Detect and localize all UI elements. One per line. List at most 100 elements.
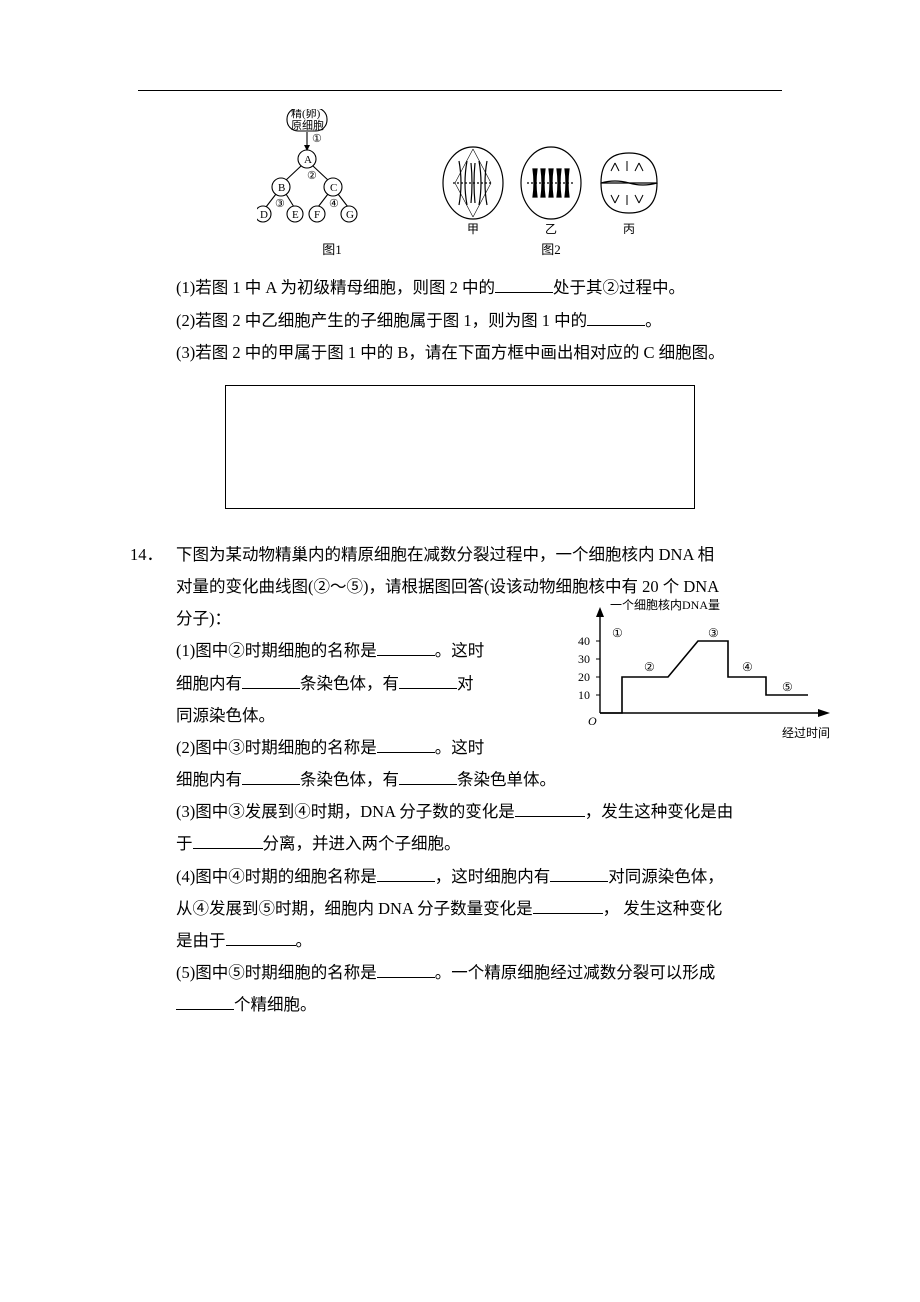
figure-1: 精(卵) 原细胞 ① A ② B xyxy=(257,109,407,262)
fig1-node-b: B xyxy=(278,182,285,194)
blank xyxy=(399,671,457,689)
t: (4)图中④时期的细胞名称是 xyxy=(176,867,377,886)
q13-p1-a: (1)若图 1 中 A 为初级精母细胞，则图 2 中的 xyxy=(176,278,495,297)
chart-origin: O xyxy=(588,714,597,728)
q14-body-wide: 细胞内有 条染色体，有 条染色单体。 (3)图中③发展到④时期，DNA 分子数的变化… xyxy=(130,764,790,1021)
fig2-label-yi: 乙 xyxy=(545,222,557,235)
blank xyxy=(377,639,435,657)
svg-text:40: 40 xyxy=(578,634,590,648)
blank xyxy=(193,832,263,850)
q14-p1-l1: (1)图中②时期细胞的名称是 。这时 xyxy=(176,635,570,667)
t: 个精细胞。 xyxy=(234,995,317,1014)
fig1-node-f: F xyxy=(314,209,320,221)
fig1-node-a: A xyxy=(304,154,312,166)
q14-p4-l3: 是由于 。 xyxy=(176,925,790,957)
q13-p2: (2)若图 2 中乙细胞产生的子细胞属于图 1，则为图 1 中的 。 xyxy=(176,305,790,337)
q14-p5-l2: 个精细胞。 xyxy=(176,989,790,1021)
t: (1)图中②时期细胞的名称是 xyxy=(176,641,377,660)
chart-x-label: 经过时间 xyxy=(782,726,830,740)
q14-p3-l2: 于分离，并进入两个子细胞。 xyxy=(176,828,790,860)
t: 。这时 xyxy=(435,738,485,757)
blank xyxy=(242,671,300,689)
blank xyxy=(377,735,435,753)
figure-2-caption: 图2 xyxy=(439,237,663,262)
t: ， 发生这种变化 xyxy=(603,899,723,918)
blank xyxy=(533,896,603,914)
q14-intro: 14．下图为某动物精巢内的精原细胞在减数分裂过程中，一个细胞核内 DNA 相 xyxy=(130,539,790,571)
dna-chart: 一个细胞核内DNA量 10 20 30 40 xyxy=(560,597,846,747)
chart-seg-5: ⑤ xyxy=(782,680,793,694)
q13-body: (1)若图 1 中 A 为初级精母细胞，则图 2 中的 处于其②过程中。 (2)若… xyxy=(130,272,790,369)
blank xyxy=(550,864,608,882)
t: 从④发展到⑤时期，细胞内 DNA 分子数量变化是 xyxy=(176,899,533,918)
q13-p2-b: 。 xyxy=(645,311,662,330)
blank xyxy=(515,800,585,818)
q14-p2-l1: (2)图中③时期细胞的名称是 。这时 xyxy=(176,732,570,764)
t: 。 xyxy=(296,931,313,950)
q13-p1: (1)若图 1 中 A 为初级精母细胞，则图 2 中的 处于其②过程中。 xyxy=(176,272,790,304)
blank xyxy=(399,768,457,786)
q14-p2-l2: 细胞内有 条染色体，有 条染色单体。 xyxy=(176,764,790,796)
fig2-label-jia: 甲 xyxy=(467,222,479,235)
figure-1-caption: 图1 xyxy=(257,237,407,262)
blank xyxy=(495,276,553,294)
fig1-node-e: E xyxy=(292,209,299,221)
fig1-root-l1: 精(卵) xyxy=(291,109,321,120)
dna-chart-svg: 一个细胞核内DNA量 10 20 30 40 xyxy=(560,597,846,747)
fig1-edge-3: ③ xyxy=(275,198,285,210)
q14-p5-l1: (5)图中⑤时期细胞的名称是 。一个精原细胞经过减数分裂可以形成 xyxy=(176,957,790,989)
t: ，发生这种变化是由 xyxy=(585,802,734,821)
t: (5)图中⑤时期细胞的名称是 xyxy=(176,963,377,982)
q14-p4-l1: (4)图中④时期的细胞名称是 ，这时细胞内有 对同源染色体， xyxy=(176,861,790,893)
q14-p1-l3: 同源染色体。 xyxy=(176,700,570,732)
t: 。一个精原细胞经过减数分裂可以形成 xyxy=(435,963,716,982)
figure-2-svg: 甲 乙 xyxy=(439,139,663,235)
blank xyxy=(587,308,645,326)
fig1-node-d: D xyxy=(260,209,268,221)
t: 条染色体，有 xyxy=(300,674,399,693)
q14-p4-l2: 从④发展到⑤时期，细胞内 DNA 分子数量变化是 ， 发生这种变化 xyxy=(176,893,790,925)
q13-p1-b: 处于其②过程中。 xyxy=(553,278,685,297)
chart-seg-3: ③ xyxy=(708,626,719,640)
chart-path xyxy=(600,641,808,713)
fig1-node-g: G xyxy=(346,209,354,221)
t: 条染色单体。 xyxy=(457,770,556,789)
fig1-edge-4: ④ xyxy=(329,198,339,210)
q14-intro-line3: 分子)： xyxy=(176,603,570,635)
chart-y-label: 一个细胞核内DNA量 xyxy=(610,598,720,612)
t: (3)图中③发展到④时期，DNA 分子数的变化是 xyxy=(176,802,515,821)
t: 同源染色体。 xyxy=(176,706,275,725)
q14-intro-a: 下图为某动物精巢内的精原细胞在减数分裂过程中，一个细胞核内 DNA 相 xyxy=(176,545,714,564)
t: 对同源染色体， xyxy=(608,867,724,886)
t: ，这时细胞内有 xyxy=(435,867,551,886)
fig1-edge-1: ① xyxy=(312,133,322,145)
t: 细胞内有 xyxy=(176,770,242,789)
blank xyxy=(377,961,435,979)
t: 条染色体，有 xyxy=(300,770,399,789)
figure-2: 甲 乙 xyxy=(439,139,663,262)
svg-text:20: 20 xyxy=(578,670,590,684)
q13-p3: (3)若图 2 中的甲属于图 1 中的 B，请在下面方框中画出相对应的 C 细胞… xyxy=(176,337,790,369)
blank xyxy=(226,928,296,946)
q13-p2-a: (2)若图 2 中乙细胞产生的子细胞属于图 1，则为图 1 中的 xyxy=(176,311,587,330)
q14-intro-c: 分子)： xyxy=(176,609,231,628)
q14-intro-b: 对量的变化曲线图(②～⑤)，请根据图回答(设该动物细胞核中有 20 个 DNA xyxy=(176,577,719,596)
t: 。这时 xyxy=(435,641,485,660)
blank xyxy=(377,864,435,882)
blank xyxy=(242,768,300,786)
figure-row: 精(卵) 原细胞 ① A ② B xyxy=(130,109,790,262)
q14-p1-l2: 细胞内有 条染色体，有 对 xyxy=(176,668,570,700)
answer-box xyxy=(225,385,695,509)
t: (2)图中③时期细胞的名称是 xyxy=(176,738,377,757)
t: 对 xyxy=(457,674,474,693)
chart-seg-1: ① xyxy=(612,626,623,640)
blank xyxy=(176,993,234,1011)
t: 是由于 xyxy=(176,931,226,950)
page: 精(卵) 原细胞 ① A ② B xyxy=(0,0,920,1141)
chart-seg-4: ④ xyxy=(742,660,753,674)
fig1-node-c: C xyxy=(330,182,337,194)
t: 细胞内有 xyxy=(176,674,242,693)
svg-text:30: 30 xyxy=(578,652,590,666)
fig1-edge-2: ② xyxy=(307,170,317,182)
q14-number: 14． xyxy=(130,539,176,571)
